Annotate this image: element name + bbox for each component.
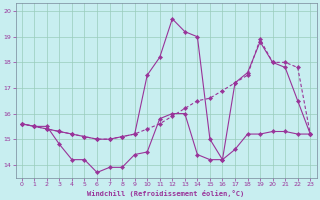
X-axis label: Windchill (Refroidissement éolien,°C): Windchill (Refroidissement éolien,°C) (87, 190, 245, 197)
